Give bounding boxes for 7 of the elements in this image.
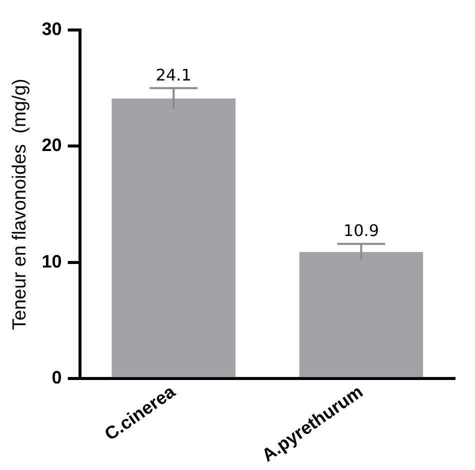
y-axis-title: Teneur en flavonoides (mg/g) xyxy=(10,78,31,330)
y-tick-label: 10 xyxy=(42,251,62,272)
data-label: 10.9 xyxy=(343,220,380,240)
y-tick-label: 30 xyxy=(42,18,62,39)
y-tick-label: 20 xyxy=(42,135,62,156)
y-tick-label: 0 xyxy=(52,368,62,388)
data-label: 24.1 xyxy=(156,65,192,84)
